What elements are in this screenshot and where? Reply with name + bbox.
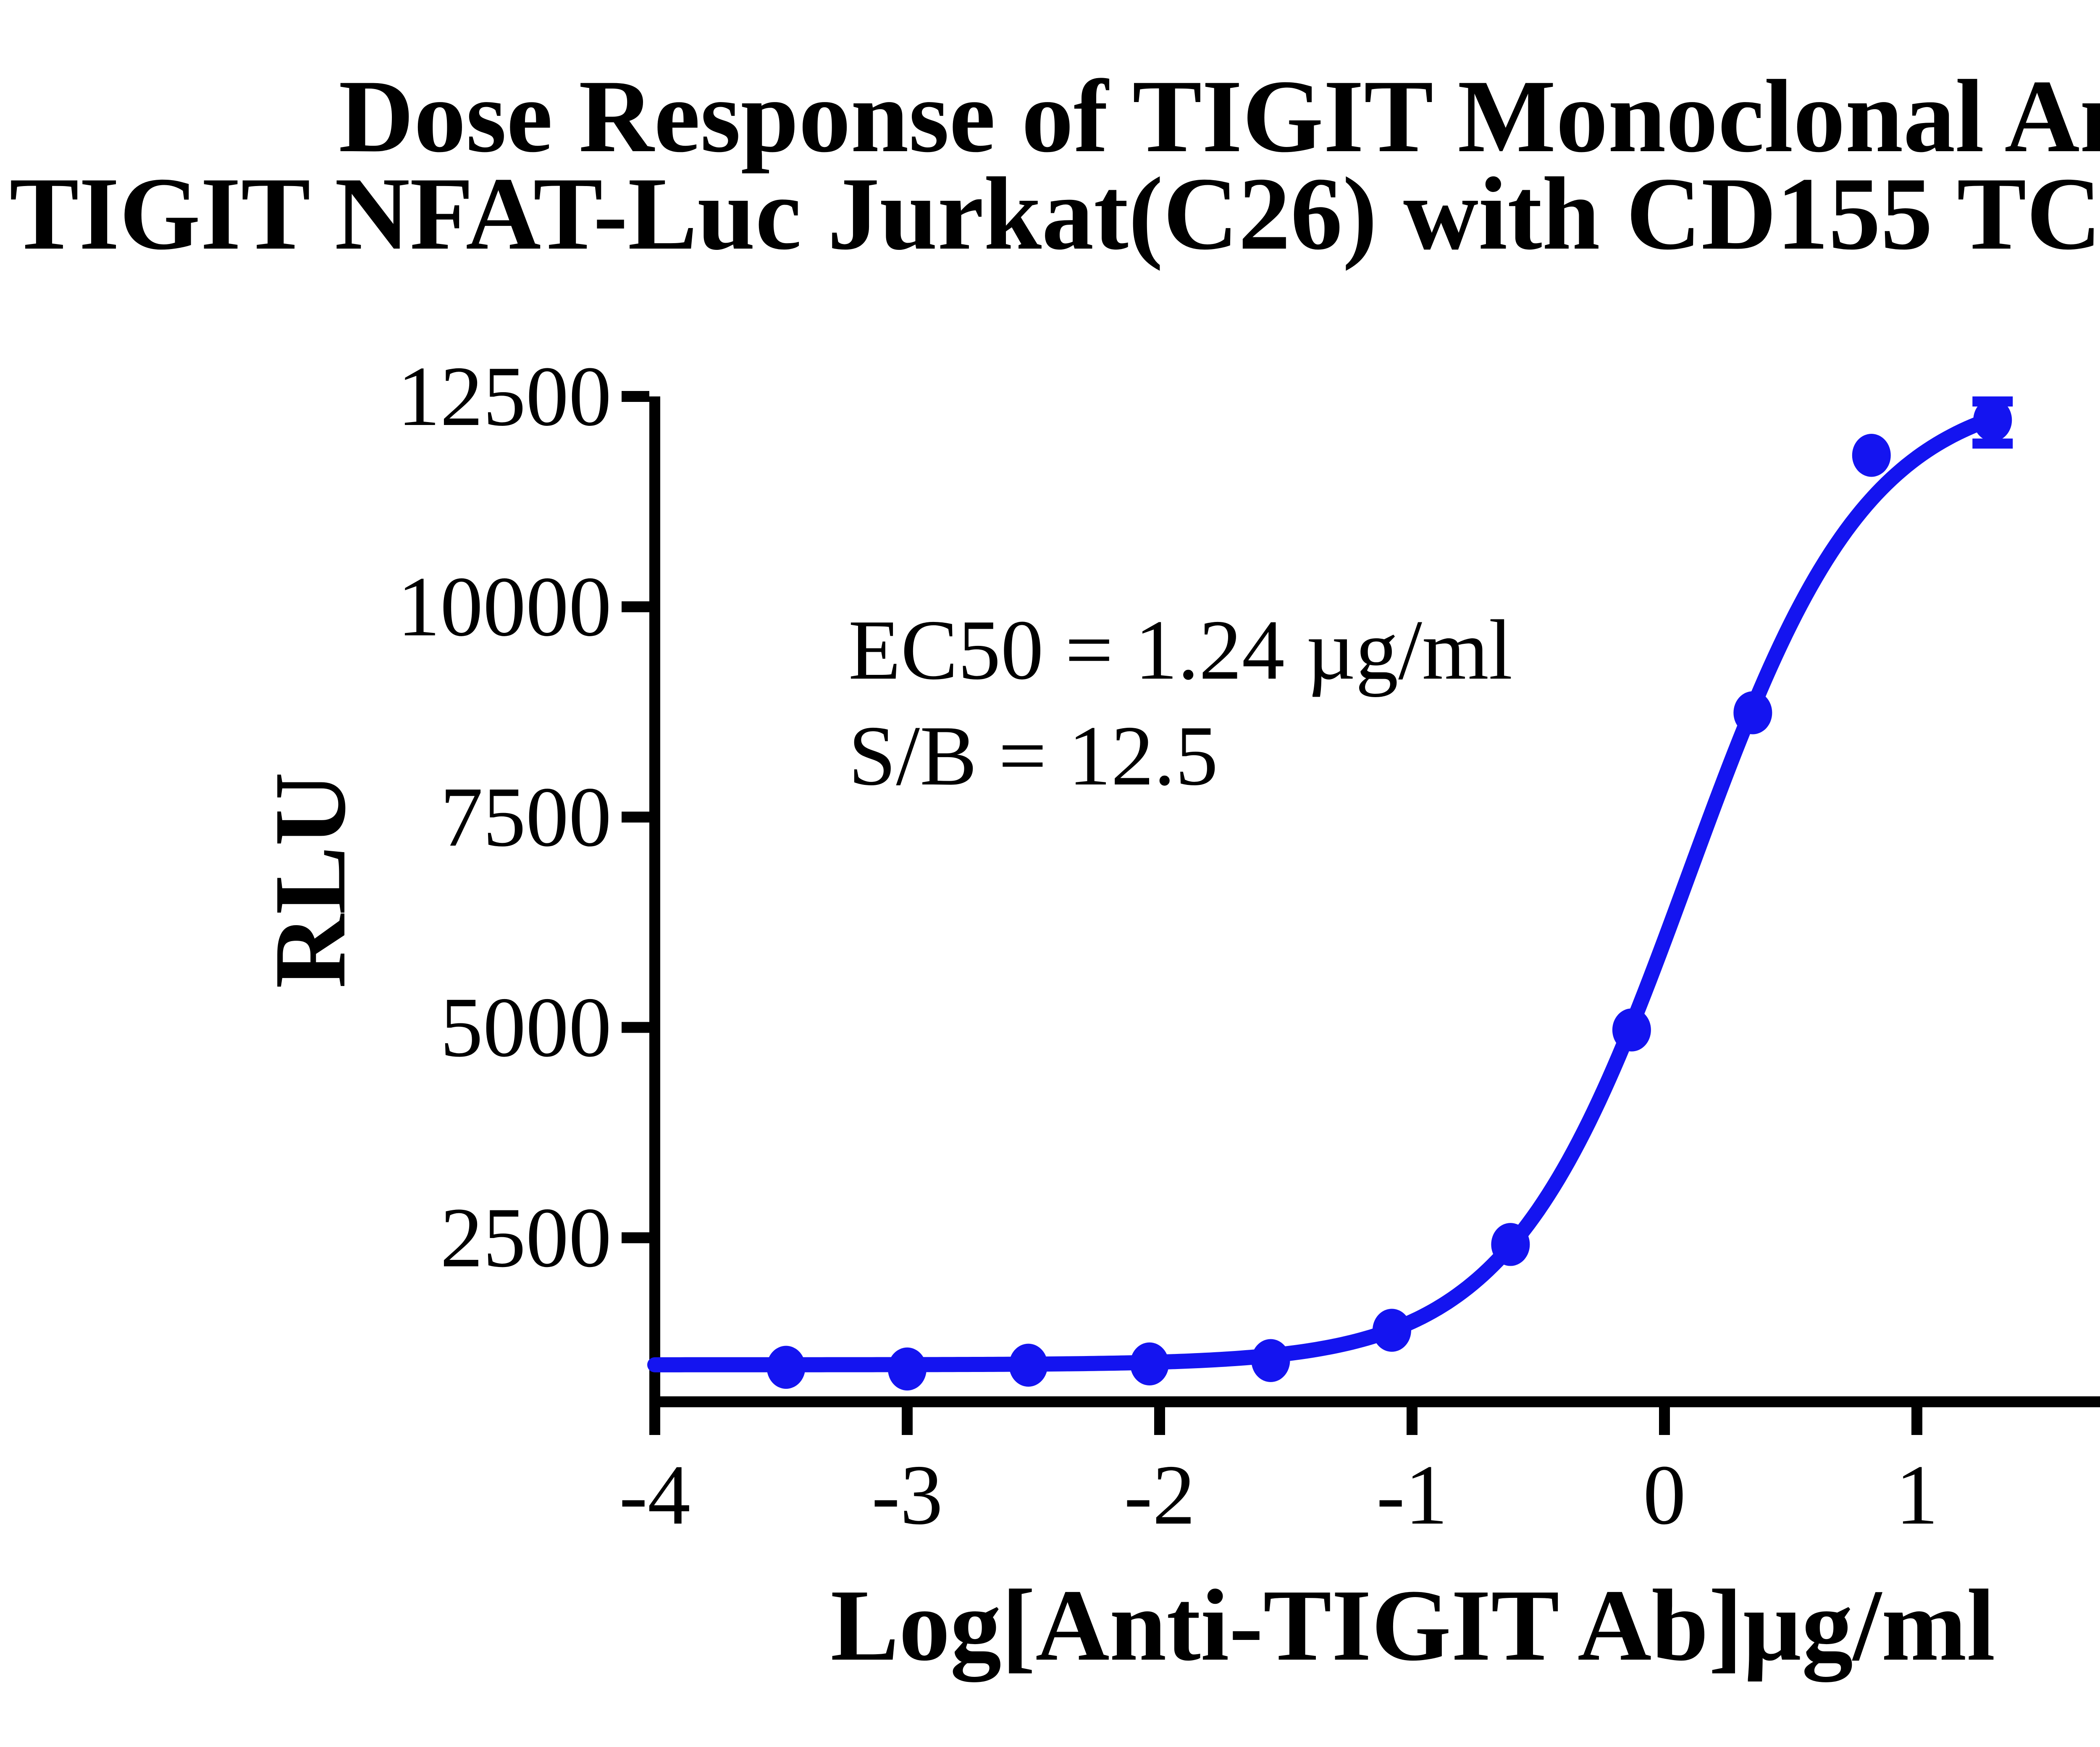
x-axis-label: Log[Anti-TIGIT Ab]µg/ml bbox=[830, 1569, 1995, 1682]
fit-curve bbox=[647, 411, 2000, 1372]
x-tick-label: -2 bbox=[1124, 1448, 1195, 1542]
data-point-marker bbox=[1130, 1342, 1169, 1386]
y-tick-label: 5000 bbox=[440, 980, 612, 1075]
axes-group: -4-3-2-10122500500075001000012500 bbox=[397, 349, 2100, 1542]
data-point-marker bbox=[888, 1347, 927, 1391]
x-tick-label: -4 bbox=[619, 1448, 690, 1542]
x-tick-label: 0 bbox=[1643, 1448, 1686, 1542]
annotation-sb: S/B = 12.5 bbox=[848, 708, 1218, 803]
data-point-marker bbox=[1372, 1309, 1411, 1352]
x-tick-label: -1 bbox=[1376, 1448, 1448, 1542]
x-tick-label: 1 bbox=[1895, 1448, 1938, 1542]
data-point-marker bbox=[1612, 1008, 1651, 1052]
y-tick-label: 7500 bbox=[440, 770, 612, 865]
data-point-marker bbox=[766, 1346, 806, 1389]
data-point-marker bbox=[1973, 398, 2012, 442]
y-tick-label: 10000 bbox=[397, 559, 612, 654]
chart-title-line1: Dose Response of TIGIT Monoclonal Antibo… bbox=[339, 58, 2100, 174]
data-point-marker bbox=[1009, 1343, 1048, 1387]
data-point-marker bbox=[1733, 691, 1772, 734]
data-point-marker bbox=[1251, 1339, 1290, 1382]
data-point-marker bbox=[1852, 434, 1891, 477]
y-tick-label: 12500 bbox=[397, 349, 612, 444]
data-point-marker bbox=[1491, 1223, 1530, 1266]
chart-title-line2: TIGIT NFAT-Luc Jurkat(C26) with CD155 TC… bbox=[9, 156, 2100, 271]
y-axis-label: RLU bbox=[253, 772, 367, 988]
x-tick-label: -3 bbox=[872, 1448, 943, 1542]
dose-response-series-group bbox=[647, 396, 2013, 1391]
y-tick-label: 2500 bbox=[440, 1190, 612, 1285]
annotation-ec50: EC50 = 1.24 µg/ml bbox=[848, 603, 1512, 698]
